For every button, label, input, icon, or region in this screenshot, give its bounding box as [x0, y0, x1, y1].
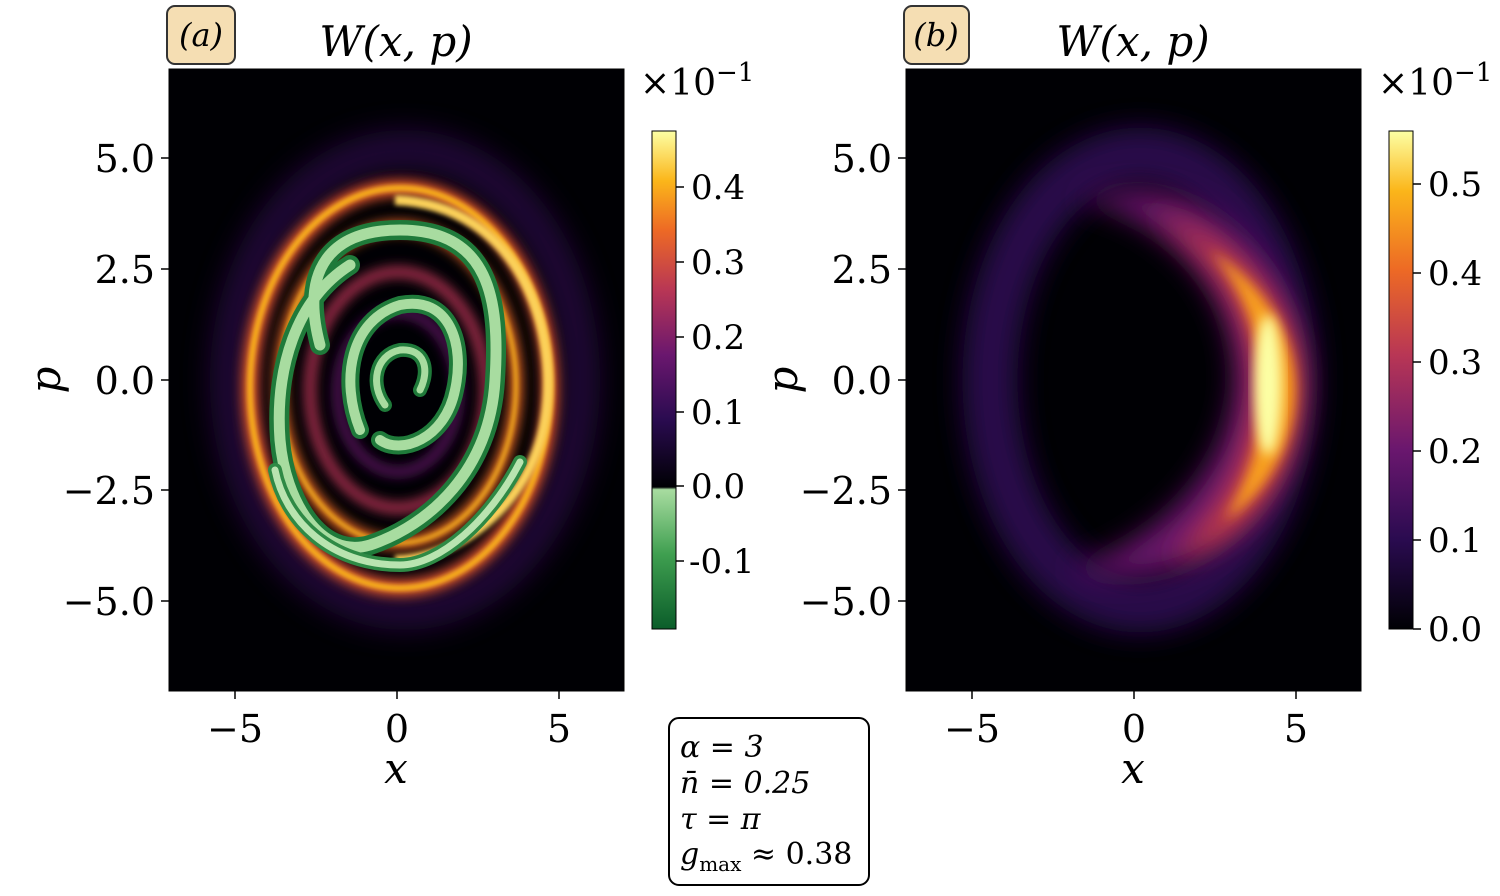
- y-axis-label: p: [21, 367, 70, 394]
- x-axis-label: x: [1121, 744, 1145, 793]
- panel-b: −5 0 5 5.0 2.5 0.0 −2.5 −5.0 x p (b) W(x…: [758, 5, 1492, 793]
- parameter-box-frame: [668, 717, 870, 886]
- param-alpha: α = 3: [680, 730, 764, 765]
- y-tick-label: −5.0: [800, 580, 892, 624]
- x-axis-label: x: [384, 744, 408, 793]
- colorbar-tick-label: 0.3: [1428, 343, 1482, 383]
- x-tick-label: 0: [385, 707, 409, 751]
- x-tick-label: 5: [1284, 707, 1308, 751]
- parameter-box: α = 3 n̄ = 0.25 τ = π gmax ≈ 0.38: [668, 717, 870, 886]
- heatmap-b-crescent: [962, 127, 1318, 633]
- param-nbar: n̄ = 0.25: [680, 766, 810, 801]
- x-tick-label: −5: [944, 707, 1000, 751]
- y-tick-label: −2.5: [63, 469, 155, 513]
- colorbar-b-ticks: [1413, 183, 1421, 630]
- colorbar-a-ticks: [676, 186, 684, 562]
- y-ticks-a: [161, 157, 169, 602]
- x-ticks-b: [971, 691, 1297, 699]
- colorbar-multiplier-a: ×10−1: [640, 58, 754, 104]
- x-ticks-a: [234, 691, 560, 699]
- colorbar-tick-label: 0.1: [1428, 521, 1482, 561]
- y-tick-label: 0.0: [95, 359, 155, 403]
- colorbar-tick-label: 0.2: [691, 318, 745, 358]
- colorbar-tick-label: 0.4: [1428, 254, 1482, 294]
- y-tick-label: 2.5: [832, 248, 892, 292]
- panel-label-b: (b): [913, 16, 958, 54]
- param-gmax: gmax ≈ 0.38: [680, 837, 852, 876]
- colorbar-tick-label: 0.2: [1428, 432, 1482, 472]
- param-tau: τ = π: [680, 802, 762, 837]
- colorbar-tick-label: 0.1: [691, 393, 745, 433]
- colorbar-tick-label: 0.0: [1428, 610, 1482, 650]
- panel-title-b: W(x, p): [1056, 17, 1209, 66]
- x-tick-label: −5: [207, 707, 263, 751]
- colorbar-a: [651, 130, 677, 630]
- colorbar-tick-label: -0.1: [689, 542, 755, 582]
- panel-title-a: W(x, p): [319, 17, 472, 66]
- y-tick-label: −5.0: [63, 580, 155, 624]
- colorbar-tick-label: 0.5: [1428, 165, 1482, 205]
- panel-a: −5 0 5 5.0 2.5 0.0 −2.5 −5.0 x p (a) W(x…: [21, 5, 755, 793]
- x-tick-label: 5: [547, 707, 571, 751]
- colorbar-multiplier-b: ×10−1: [1378, 58, 1492, 104]
- panel-label-box-b: [903, 5, 970, 65]
- colorbar-tick-label: 0.0: [691, 467, 745, 507]
- y-tick-label: 2.5: [95, 248, 155, 292]
- y-tick-label: 5.0: [832, 137, 892, 181]
- y-axis-label: p: [758, 367, 807, 394]
- y-tick-label: 5.0: [95, 137, 155, 181]
- colorbar-b: [1388, 130, 1414, 630]
- panel-label-box-a: [166, 5, 236, 65]
- panel-label-a: (a): [179, 16, 223, 54]
- y-ticks-b: [898, 157, 906, 602]
- colorbar-tick-label: 0.4: [691, 168, 745, 208]
- y-tick-label: −2.5: [800, 469, 892, 513]
- x-tick-label: 0: [1122, 707, 1146, 751]
- colorbar-tick-label: 0.3: [691, 243, 745, 283]
- heatmap-a-spiral: [210, 130, 600, 630]
- y-tick-label: 0.0: [832, 359, 892, 403]
